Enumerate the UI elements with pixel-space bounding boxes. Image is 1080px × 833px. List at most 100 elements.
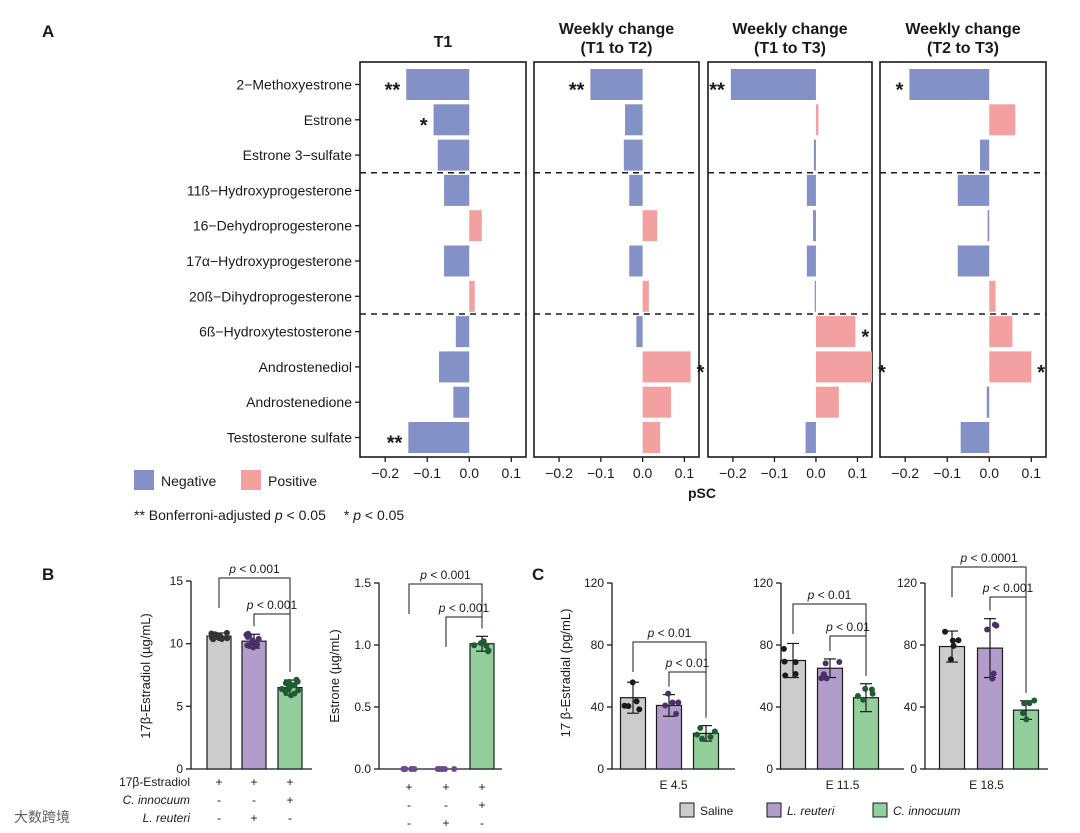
facet-title: Weekly change [905, 21, 1020, 38]
bar [987, 210, 990, 242]
bar [986, 386, 990, 418]
significance-label: p < 0.001 [419, 568, 471, 582]
legend-label: L. reuteri [787, 804, 835, 818]
data-point [633, 698, 640, 705]
y-tick-label: 120 [897, 576, 917, 590]
panel-label-b: B [42, 565, 54, 584]
bar [642, 210, 658, 242]
bar [816, 667, 844, 770]
y-tick-label: 1.0 [354, 638, 371, 652]
data-point [1023, 716, 1030, 723]
panel-label-c: C [532, 565, 544, 584]
treatment-sign: + [442, 816, 449, 830]
bar [629, 174, 643, 206]
data-point [287, 692, 294, 699]
watermark-text: 大数跨境 [14, 809, 70, 825]
data-point [283, 686, 290, 693]
panel-c: C 17 β-Estradial (pg/mL) 0 40 80 120 p < 0.01 p… [532, 551, 1048, 818]
significance-label: p < 0.001 [246, 598, 298, 612]
row-label: 2−Methoxyestrone [236, 77, 352, 93]
facet-title: Weekly change [732, 21, 847, 38]
facet-frame [359, 61, 527, 458]
data-point [291, 682, 298, 689]
facet-subtitle: (T1 to T2) [581, 40, 653, 57]
data-point [485, 647, 492, 654]
data-point [217, 633, 224, 640]
treatment-sign: + [286, 793, 293, 807]
treatment-sign: + [478, 798, 485, 812]
y-tick-label: 0 [597, 762, 604, 776]
bar [805, 422, 816, 453]
x-tick-label: 0.1 [675, 465, 695, 481]
data-point [820, 671, 827, 678]
row-label: Androstenedione [246, 394, 352, 410]
treatment-sign: - [217, 811, 221, 825]
bar [408, 422, 470, 453]
treatment-sign: + [442, 780, 449, 794]
data-point [675, 699, 682, 706]
x-tick-label: −0.1 [761, 465, 789, 481]
bar [642, 422, 661, 453]
bar [815, 316, 856, 348]
bar [406, 69, 470, 100]
data-point [209, 633, 216, 640]
significance-label: p < 0.01 [825, 620, 870, 634]
bar [642, 280, 649, 312]
bar [813, 139, 816, 171]
row-label: 6ß−Hydroxytestosterone [199, 324, 352, 340]
row-label: 17α−Hydroxyprogesterone [186, 253, 352, 269]
bar [989, 280, 996, 312]
data-point [665, 690, 672, 697]
bar [815, 351, 872, 383]
data-point [984, 626, 991, 633]
y-axis-label: 17β-Estradiol (µg/mL) [138, 613, 153, 739]
data-point [955, 637, 962, 644]
y-tick-label: 80 [591, 638, 605, 652]
data-point [625, 703, 632, 710]
y-tick-label: 120 [753, 576, 773, 590]
treatment-sign: + [250, 811, 257, 825]
bar [241, 640, 267, 770]
treatment-label: C. innocuum [123, 793, 190, 807]
data-point [990, 670, 997, 677]
x-tick-label: −0.2 [719, 465, 747, 481]
bar [623, 139, 643, 171]
significance-label: p < 0.01 [665, 656, 710, 670]
treatment-label: 17β-Estradiol [119, 775, 190, 789]
data-point [792, 670, 799, 677]
treatment-sign: + [478, 780, 485, 794]
significance-bracket [253, 613, 291, 673]
x-tick-label: −0.2 [371, 465, 399, 481]
x-tick-label: 0.0 [633, 465, 653, 481]
y-tick-label: 5 [176, 699, 183, 713]
x-tick-label: −0.1 [933, 465, 961, 481]
x-tick-label: −0.2 [891, 465, 919, 481]
facet-subtitle: (T2 to T3) [927, 40, 999, 57]
significance-label: p < 0.01 [647, 626, 692, 640]
significance-star: ** [387, 433, 403, 455]
data-point [282, 680, 289, 687]
bar [433, 104, 470, 136]
data-point [1031, 697, 1038, 704]
data-point [1021, 700, 1028, 707]
bar [444, 174, 470, 206]
significance-star: * [861, 327, 869, 349]
bar [779, 659, 807, 770]
significance-label: p < 0.0001 [959, 551, 1017, 565]
bar [277, 686, 303, 770]
bar [989, 316, 1013, 348]
bar [437, 139, 470, 171]
bar [957, 174, 990, 206]
row-label: Testosterone sulfate [227, 430, 353, 446]
bar [636, 316, 643, 348]
watermark: 大数跨境 [14, 809, 70, 825]
treatment-sign: - [444, 798, 448, 812]
data-point [1026, 700, 1033, 707]
y-tick-label: 1.5 [354, 576, 371, 590]
significance-star: ** [709, 80, 725, 102]
significance-bracket [989, 596, 1027, 693]
data-point [949, 637, 956, 644]
panel-b: B 0 5 10 15 p < 0.001 p < 0.001 0.0 0.5 1.0 1.5 p <… [42, 562, 502, 830]
y-tick-label: 15 [170, 574, 184, 588]
